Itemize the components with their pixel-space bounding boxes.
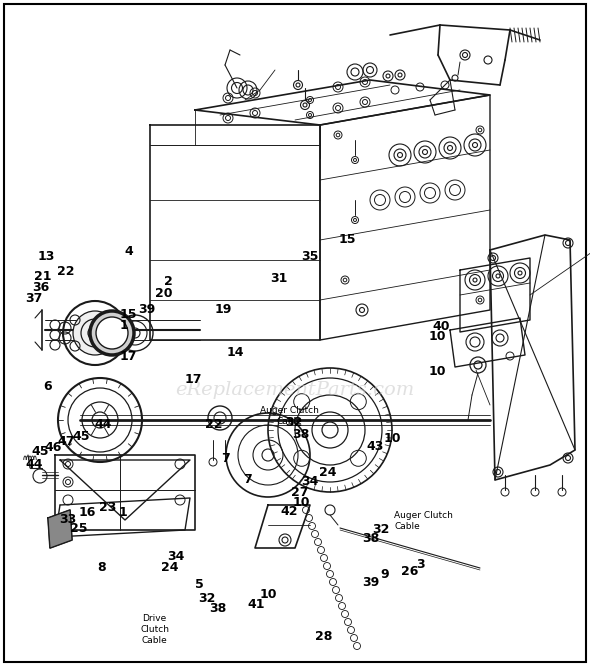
Text: 17: 17	[185, 373, 202, 386]
Text: 44: 44	[94, 418, 112, 432]
Text: 14: 14	[226, 346, 244, 360]
Text: Auger Clutch
Cable: Auger Clutch Cable	[394, 511, 453, 531]
Text: 44: 44	[25, 458, 43, 471]
Text: 31: 31	[270, 272, 287, 285]
Text: 36: 36	[32, 281, 50, 294]
Text: 6: 6	[43, 380, 51, 393]
Text: 38: 38	[209, 601, 227, 615]
Text: Drive
Clutch
Cable: Drive Clutch Cable	[140, 614, 169, 645]
Text: 10: 10	[384, 432, 401, 445]
Text: 39: 39	[362, 576, 379, 589]
Text: 17: 17	[120, 350, 137, 363]
Text: 34: 34	[167, 550, 185, 563]
Text: 40: 40	[432, 320, 450, 333]
Text: 32: 32	[198, 591, 215, 605]
Text: 24: 24	[319, 466, 336, 480]
Text: 7: 7	[221, 452, 230, 465]
Text: 39: 39	[137, 303, 155, 316]
Text: 27: 27	[291, 486, 309, 500]
Text: 21: 21	[34, 270, 51, 283]
Text: 38: 38	[362, 531, 379, 545]
Text: Auger Clutch
Cable: Auger Clutch Cable	[260, 406, 319, 426]
Text: 24: 24	[161, 561, 179, 574]
Text: 28: 28	[314, 629, 332, 643]
Text: 34: 34	[301, 475, 319, 488]
Text: 10: 10	[260, 588, 277, 601]
Text: 32: 32	[372, 523, 389, 536]
Polygon shape	[48, 510, 72, 548]
Text: 4: 4	[124, 245, 133, 258]
Text: 8: 8	[97, 561, 106, 574]
Text: 10: 10	[429, 365, 447, 378]
Text: 22: 22	[57, 265, 75, 278]
Text: 45: 45	[31, 445, 49, 458]
Text: 41: 41	[248, 598, 266, 611]
Text: 15: 15	[120, 308, 137, 321]
Text: 46: 46	[44, 441, 62, 454]
Text: 19: 19	[214, 303, 232, 316]
Text: 25: 25	[70, 521, 87, 535]
Text: eReplacementParts.com: eReplacementParts.com	[175, 381, 415, 399]
Text: 10: 10	[292, 496, 310, 509]
Circle shape	[90, 311, 134, 355]
Text: 5: 5	[195, 578, 204, 591]
Text: 1: 1	[120, 318, 128, 332]
Text: 35: 35	[301, 250, 319, 263]
Text: 20: 20	[155, 286, 173, 300]
Text: 9: 9	[381, 567, 389, 581]
Circle shape	[96, 317, 128, 349]
Text: 10: 10	[429, 330, 447, 343]
Text: 45: 45	[73, 430, 90, 443]
Circle shape	[73, 311, 117, 355]
Text: 26: 26	[401, 565, 419, 578]
Text: 47: 47	[57, 435, 75, 448]
Text: 16: 16	[78, 506, 96, 519]
Text: 22: 22	[205, 418, 222, 432]
Text: 1: 1	[119, 506, 127, 519]
Text: 23: 23	[99, 501, 117, 514]
Text: 42: 42	[280, 505, 298, 518]
Text: 33: 33	[59, 513, 77, 526]
Text: 43: 43	[366, 440, 384, 453]
Text: 15: 15	[338, 233, 356, 246]
Text: 2: 2	[164, 274, 172, 288]
Text: 38: 38	[292, 428, 310, 441]
Text: 13: 13	[37, 250, 55, 263]
Text: 37: 37	[25, 292, 43, 305]
Text: 3: 3	[416, 558, 424, 571]
Text: 32: 32	[285, 416, 303, 430]
Text: 7: 7	[244, 473, 252, 486]
